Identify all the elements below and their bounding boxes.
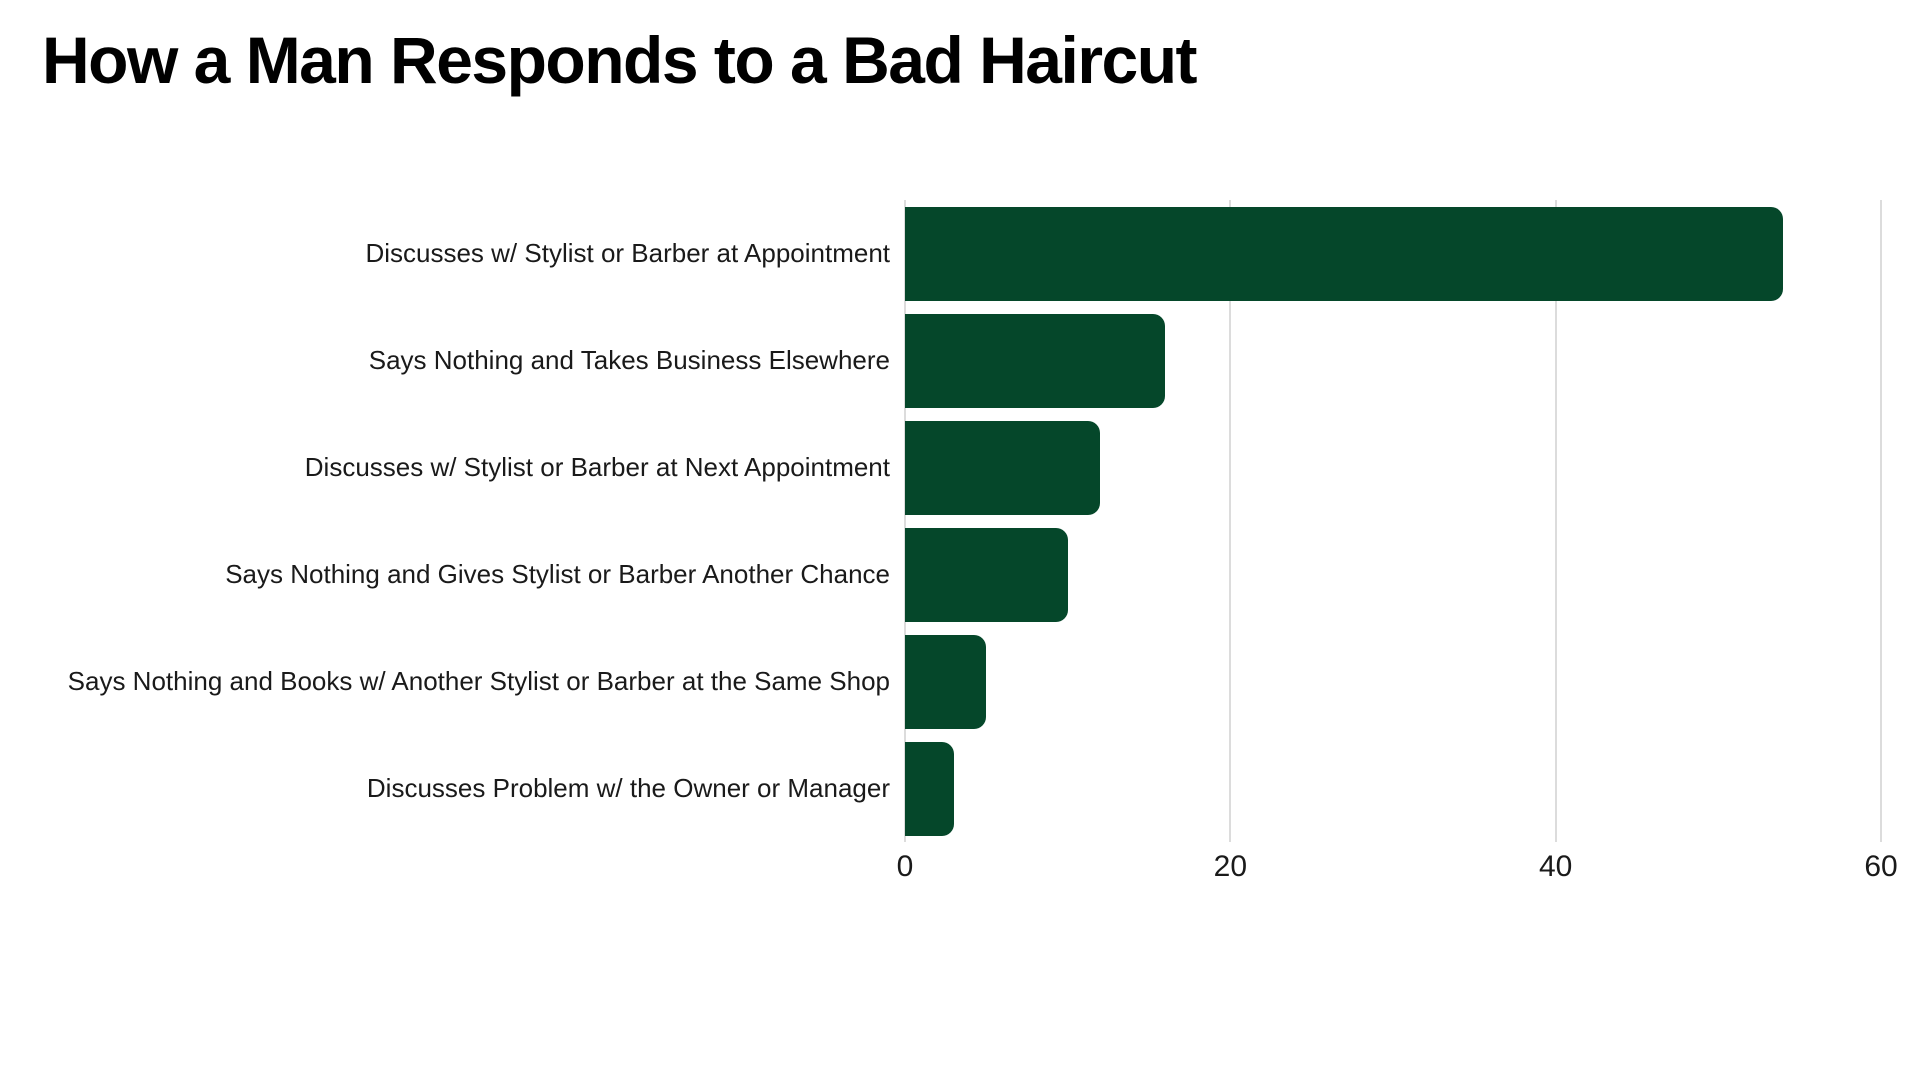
gridline-40 — [1554, 200, 1557, 842]
category-label: Discusses Problem w/ the Owner or Manage… — [366, 773, 890, 803]
x-tick-label: 60 — [1864, 850, 1898, 883]
category-labels: Discusses w/ Stylist or Barber at Appoin… — [0, 200, 890, 842]
x-axis-ticks: 0 20 40 60 — [897, 850, 1898, 890]
category-label: Discusses w/ Stylist or Barber at Next A… — [304, 452, 890, 482]
gridline-60 — [1880, 200, 1882, 842]
bar — [905, 634, 987, 729]
bar — [905, 206, 1784, 301]
category-label: Says Nothing and Gives Stylist or Barber… — [225, 559, 890, 589]
gridline-20 — [1229, 200, 1232, 842]
gridline-0 — [904, 200, 906, 842]
chart-title: How a Man Responds to a Bad Haircut — [42, 23, 1198, 97]
category-label: Says Nothing and Books w/ Another Stylis… — [67, 666, 890, 696]
bar — [905, 313, 1166, 408]
bar — [905, 741, 954, 836]
x-tick-label: 20 — [1213, 850, 1248, 883]
x-tick-label: 0 — [896, 850, 914, 883]
category-label: Discusses w/ Stylist or Barber at Appoin… — [365, 238, 890, 268]
x-tick-label: 40 — [1538, 850, 1573, 883]
bar — [905, 527, 1068, 622]
plot-area — [904, 200, 1882, 842]
bar — [905, 420, 1101, 515]
category-label: Says Nothing and Takes Business Elsewher… — [368, 345, 890, 375]
